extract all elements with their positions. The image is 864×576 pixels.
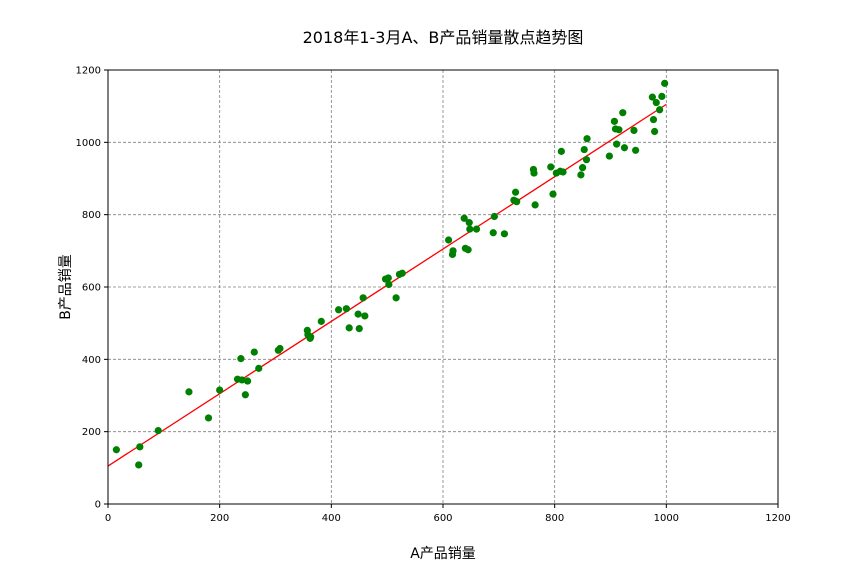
data-point — [615, 126, 623, 134]
data-point — [361, 312, 369, 320]
data-point — [345, 324, 353, 332]
data-point — [632, 146, 640, 154]
x-tick-label: 400 — [322, 513, 341, 524]
data-point — [465, 219, 473, 227]
data-point — [511, 188, 520, 196]
data-point — [530, 169, 538, 177]
data-point — [307, 333, 315, 341]
x-axis-label: A产品销量 — [410, 546, 476, 562]
data-point — [605, 152, 613, 160]
y-tick-label: 800 — [82, 210, 101, 221]
y-axis-label: B产品销量 — [58, 254, 74, 320]
data-point — [185, 388, 193, 396]
data-point — [355, 324, 363, 333]
data-point — [472, 225, 481, 233]
data-point — [500, 230, 509, 238]
data-point — [466, 225, 474, 233]
data-point — [359, 294, 367, 302]
data-point — [613, 140, 621, 148]
data-point — [250, 348, 258, 356]
data-point — [513, 198, 521, 206]
data-point — [112, 446, 120, 454]
data-point — [237, 355, 245, 363]
data-point — [398, 269, 406, 277]
data-point — [531, 201, 539, 209]
data-point — [610, 117, 619, 125]
y-tick-label: 200 — [82, 427, 101, 438]
y-tick-label: 0 — [95, 500, 101, 511]
data-point — [549, 190, 557, 198]
x-tick-label: 800 — [545, 513, 564, 524]
data-point — [449, 247, 457, 255]
x-tick-label: 1000 — [654, 513, 679, 524]
data-point — [241, 391, 249, 399]
y-axis-ticks: 0 200 400 600 800 1000 1200 — [76, 66, 108, 511]
data-point — [649, 115, 658, 124]
data-point — [216, 386, 224, 394]
x-tick-label: 1200 — [765, 513, 790, 524]
data-point — [490, 212, 498, 221]
data-point — [444, 236, 453, 244]
data-point — [243, 377, 252, 385]
x-tick-label: 0 — [105, 513, 111, 524]
data-point — [619, 109, 627, 117]
data-point — [547, 163, 555, 171]
x-tick-label: 600 — [433, 513, 452, 524]
chart-title: 2018年1-3月A、B产品销量散点趋势图 — [303, 28, 584, 47]
data-point — [580, 145, 588, 154]
grid-lines — [107, 69, 779, 505]
data-point — [354, 310, 362, 318]
data-point — [238, 376, 246, 384]
data-point — [255, 364, 263, 372]
y-tick-label: 400 — [82, 355, 101, 366]
data-point — [656, 106, 664, 114]
data-point — [577, 171, 585, 179]
data-point — [489, 229, 497, 237]
data-point — [385, 280, 393, 289]
data-point — [583, 135, 591, 143]
data-point — [661, 79, 669, 87]
data-point — [630, 126, 638, 134]
data-point — [460, 214, 468, 222]
y-tick-label: 1200 — [76, 66, 101, 77]
data-point — [582, 156, 591, 164]
data-point — [204, 414, 213, 422]
data-point — [620, 144, 629, 152]
y-tick-label: 1000 — [76, 138, 101, 149]
data-point — [154, 426, 162, 435]
data-point — [317, 317, 325, 325]
data-point — [136, 443, 144, 451]
data-point — [392, 294, 400, 302]
data-points — [112, 79, 669, 469]
data-point — [658, 92, 666, 101]
data-point — [559, 168, 567, 176]
x-tick-label: 200 — [210, 513, 229, 524]
data-point — [135, 461, 143, 469]
y-tick-label: 600 — [82, 283, 101, 294]
data-point — [648, 93, 656, 101]
data-point — [557, 147, 565, 155]
data-point — [384, 274, 392, 282]
x-axis-ticks: 0 200 400 600 800 1000 1200 — [105, 504, 791, 524]
data-point — [342, 305, 351, 313]
data-point — [652, 98, 660, 107]
data-point — [334, 306, 343, 314]
data-point — [651, 127, 659, 136]
data-point — [464, 246, 472, 254]
data-point — [578, 164, 587, 172]
data-point — [276, 344, 284, 353]
